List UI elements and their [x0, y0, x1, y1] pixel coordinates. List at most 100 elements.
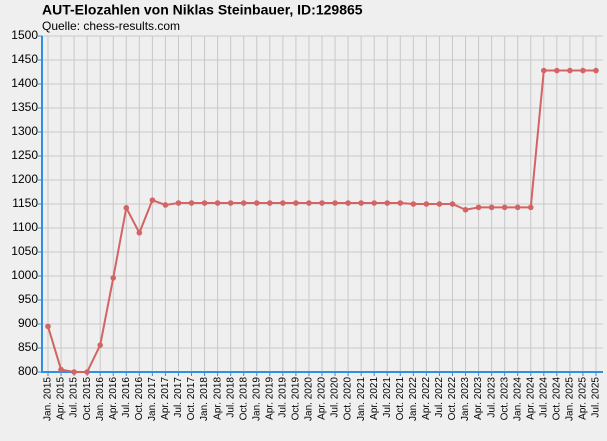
x-tick-label: Oct. 2020	[343, 377, 354, 421]
point	[267, 200, 273, 206]
point	[462, 206, 469, 213]
x-tick-label: Oct. 2023	[499, 377, 510, 421]
point	[227, 200, 234, 206]
y-tick-label: 1300	[11, 124, 38, 138]
point	[149, 197, 156, 203]
x-tick-label: Jan. 2024	[512, 377, 523, 421]
x-tick-label: Oct. 2022	[447, 377, 458, 421]
point	[84, 369, 90, 375]
point	[527, 204, 534, 211]
point	[175, 200, 182, 206]
x-tick-label: Jul. 2018	[225, 377, 236, 418]
y-tick-label: 1000	[11, 268, 38, 282]
point	[580, 67, 586, 74]
y-tick-label: 1400	[11, 76, 38, 90]
point	[501, 204, 508, 211]
y-tick-label: 1100	[12, 220, 38, 234]
x-tick-label: Jul. 2017	[173, 377, 184, 418]
x-tick-label: Apr. 2023	[473, 377, 484, 420]
x-tick-label: Jul. 2016	[121, 377, 132, 418]
x-tick-label: Jan. 2017	[147, 377, 158, 421]
point	[123, 205, 130, 211]
y-tick-label: 1050	[11, 244, 38, 258]
x-tick-label: Apr. 2019	[264, 377, 275, 420]
point	[358, 200, 364, 206]
x-tick-label: Jan. 2015	[43, 377, 54, 421]
x-tick-label: Jul. 2022	[434, 377, 445, 418]
chart-subtitle: Quelle: chess-results.com	[42, 19, 180, 33]
point	[97, 342, 103, 348]
x-tick-label: Apr. 2021	[369, 377, 380, 420]
x-tick-label: Oct. 2019	[291, 377, 302, 421]
point	[475, 204, 482, 211]
point	[214, 200, 221, 206]
x-tick-label: Jul. 2015	[69, 377, 80, 418]
chart-title: AUT-Elozahlen von Niklas Steinbauer, ID:…	[42, 2, 363, 18]
x-tick-label: Jan. 2025	[565, 377, 576, 421]
x-tick-label: Apr. 2016	[108, 377, 119, 420]
x-tick-label: Jan. 2022	[408, 377, 419, 421]
x-tick-label: Oct. 2021	[395, 377, 406, 421]
x-tick-label: Jan. 2020	[304, 377, 315, 421]
point	[488, 204, 495, 211]
point	[384, 200, 391, 206]
point	[449, 201, 456, 207]
point	[332, 200, 338, 206]
y-tick-label: 800	[18, 364, 38, 378]
x-tick-label: Jan. 2023	[460, 377, 471, 421]
x-tick-label: Apr. 2022	[421, 377, 432, 420]
point	[593, 67, 599, 74]
x-tick-label: Apr. 2025	[578, 377, 589, 420]
x-tick-label: Oct. 2017	[186, 377, 197, 421]
point	[110, 275, 117, 281]
x-tick-label: Apr. 2024	[525, 377, 536, 420]
point	[410, 201, 417, 207]
x-tick-label: Jul. 2020	[330, 377, 341, 418]
y-tick-label: 1200	[11, 172, 38, 186]
point	[514, 204, 521, 211]
point	[541, 67, 547, 74]
x-tick-label: Jul. 2025	[591, 377, 602, 418]
y-tick-label: 900	[18, 316, 38, 330]
x-tick-label: Jan. 2019	[251, 377, 262, 421]
x-tick-label: Apr. 2018	[212, 377, 223, 420]
point	[136, 230, 143, 236]
point	[319, 200, 325, 206]
x-tick-label: Apr. 2020	[317, 377, 328, 420]
x-tick-label: Apr. 2017	[160, 377, 171, 420]
y-tick-label: 1150	[12, 196, 38, 210]
x-tick-label: Jul. 2024	[538, 377, 549, 418]
point	[253, 200, 260, 206]
x-tick-label: Jan. 2021	[356, 377, 367, 421]
x-tick-label: Jan. 2016	[95, 377, 106, 421]
point	[162, 202, 169, 208]
y-tick-label: 1250	[11, 148, 38, 162]
x-tick-label: Jul. 2023	[486, 377, 497, 418]
y-tick-label: 1350	[11, 100, 38, 114]
point	[293, 200, 299, 206]
y-tick-label: 950	[18, 292, 38, 306]
point	[397, 200, 404, 206]
x-tick-label: Oct. 2015	[82, 377, 93, 421]
x-tick-label: Oct. 2016	[134, 377, 145, 421]
point	[45, 323, 51, 330]
x-tick-label: Oct. 2018	[238, 377, 249, 421]
point	[345, 200, 351, 206]
x-tick-label: Jul. 2019	[277, 377, 288, 418]
point	[280, 200, 286, 206]
x-tick-label: Jul. 2021	[382, 377, 393, 418]
y-tick-label: 1500	[11, 28, 38, 42]
point	[567, 67, 573, 74]
y-tick-label: 850	[18, 340, 38, 354]
point	[71, 369, 77, 375]
point	[423, 201, 430, 207]
point	[201, 200, 208, 206]
point	[188, 200, 195, 206]
point	[371, 200, 377, 206]
point	[58, 366, 64, 373]
x-tick-label: Jan. 2018	[199, 377, 210, 421]
point	[306, 200, 312, 206]
point	[554, 67, 560, 74]
y-tick-label: 1450	[11, 52, 38, 66]
